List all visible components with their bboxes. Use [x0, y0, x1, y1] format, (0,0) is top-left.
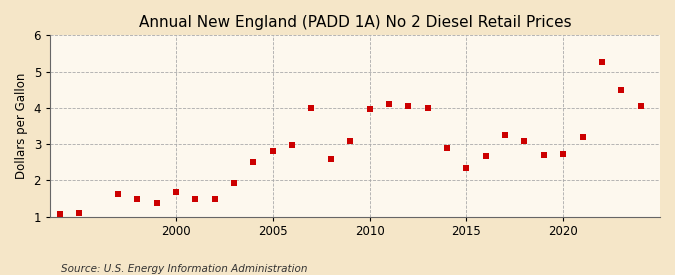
Point: [461, 166, 472, 170]
Point: [441, 145, 452, 150]
Point: [209, 197, 220, 202]
Point: [577, 135, 588, 139]
Point: [229, 181, 240, 186]
Point: [325, 156, 336, 161]
Point: [423, 106, 433, 110]
Point: [500, 133, 510, 137]
Point: [597, 60, 608, 64]
Point: [481, 154, 491, 158]
Point: [635, 104, 646, 108]
Title: Annual New England (PADD 1A) No 2 Diesel Retail Prices: Annual New England (PADD 1A) No 2 Diesel…: [139, 15, 571, 30]
Point: [519, 138, 530, 143]
Point: [364, 107, 375, 111]
Point: [113, 192, 124, 196]
Point: [383, 102, 394, 106]
Point: [345, 139, 356, 144]
Point: [403, 104, 414, 108]
Point: [539, 153, 549, 157]
Point: [74, 211, 84, 215]
Point: [306, 106, 317, 110]
Point: [151, 201, 162, 205]
Point: [171, 190, 182, 195]
Point: [55, 212, 65, 216]
Point: [190, 196, 200, 201]
Point: [287, 143, 298, 147]
Point: [248, 159, 259, 164]
Point: [132, 197, 142, 202]
Point: [558, 152, 568, 156]
Text: Source: U.S. Energy Information Administration: Source: U.S. Energy Information Administ…: [61, 264, 307, 274]
Y-axis label: Dollars per Gallon: Dollars per Gallon: [15, 73, 28, 179]
Point: [616, 87, 626, 92]
Point: [267, 149, 278, 153]
